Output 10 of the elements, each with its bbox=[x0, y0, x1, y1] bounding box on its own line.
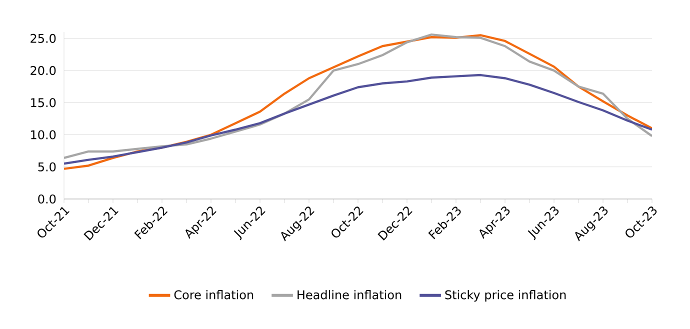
legend-label: Headline inflation bbox=[298, 290, 402, 300]
y-tick-label: 5.0 bbox=[38, 162, 56, 172]
y-tick-label: 25.0 bbox=[30, 34, 56, 43]
line-series bbox=[64, 74, 652, 165]
y-tick-label: 15.0 bbox=[31, 98, 56, 108]
y-tick-label: 10.0 bbox=[31, 130, 56, 140]
y-tick-label: 0.0 bbox=[38, 194, 56, 204]
legend-label: Sticky price inflation bbox=[445, 290, 566, 302]
y-tick-label: 20.0 bbox=[30, 66, 56, 76]
legend-label: Core inflation bbox=[174, 290, 254, 300]
